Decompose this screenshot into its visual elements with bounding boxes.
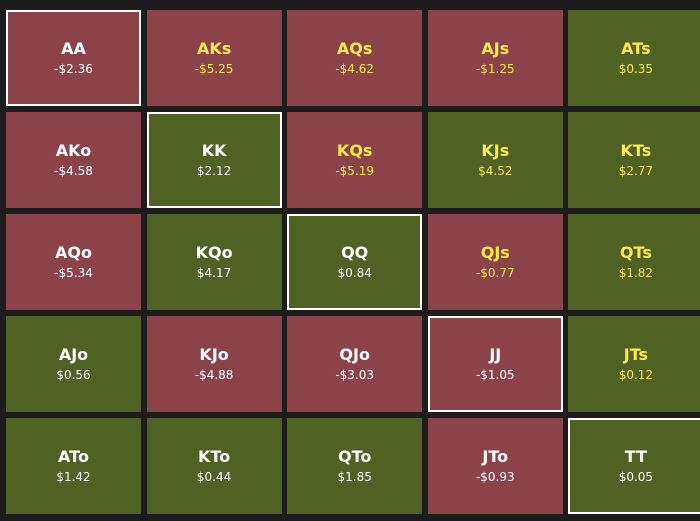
hand-label: KTs [620, 141, 652, 160]
hand-cell[interactable]: KTs $2.77 [568, 112, 700, 208]
hand-cell[interactable]: KTo $0.44 [146, 418, 282, 514]
hand-label: TT [624, 447, 647, 466]
hand-value: -$0.93 [475, 470, 515, 484]
hand-value: -$0.77 [475, 266, 515, 280]
hand-label: QTs [619, 243, 652, 262]
hand-label: KQo [195, 243, 233, 262]
hand-label: AJs [481, 39, 510, 58]
hand-label: JTo [482, 447, 509, 466]
hand-label: JTs [623, 345, 649, 364]
hand-value: $4.52 [478, 164, 513, 178]
hand-value: -$3.03 [335, 368, 375, 382]
hand-cell[interactable]: JTs $0.12 [568, 316, 700, 412]
hand-cell[interactable]: AQo -$5.34 [6, 214, 141, 310]
hand-value: $0.84 [337, 266, 372, 280]
hand-value: $0.44 [196, 470, 232, 484]
hand-value: -$4.58 [54, 164, 93, 178]
hand-label: AQs [336, 39, 373, 58]
hand-cell[interactable]: AQs -$4.62 [287, 10, 423, 106]
hand-label: AKs [196, 39, 232, 58]
hand-label: AQo [55, 243, 92, 262]
hand-label: AKo [55, 141, 92, 160]
hand-cell[interactable]: KJo -$4.88 [146, 316, 282, 412]
hand-cell[interactable]: ATs $0.35 [568, 10, 700, 106]
hand-value: $4.17 [196, 266, 232, 280]
hand-cell[interactable]: AKs -$5.25 [146, 10, 282, 106]
hand-cell[interactable]: QJs -$0.77 [427, 214, 563, 310]
hand-cell[interactable]: QTs $1.82 [568, 214, 700, 310]
hand-value: -$4.62 [335, 62, 375, 76]
hand-label: KK [201, 141, 227, 160]
hand-value: -$1.25 [475, 62, 515, 76]
hand-label: ATs [621, 39, 651, 58]
hand-cell[interactable]: QQ $0.84 [287, 214, 423, 310]
hand-value: -$5.34 [54, 266, 93, 280]
hand-value: $1.82 [618, 266, 654, 280]
hand-cell[interactable]: QJo -$3.03 [287, 316, 423, 412]
hand-cell[interactable]: TT $0.05 [568, 418, 700, 514]
hand-label: AA [61, 39, 86, 58]
hand-cell[interactable]: AJs -$1.25 [427, 10, 563, 106]
hand-label: KQs [336, 141, 373, 160]
hand-label: KTo [198, 447, 231, 466]
hand-label: QJs [480, 243, 510, 262]
hand-value: -$5.19 [335, 164, 375, 178]
hand-label: ATo [58, 447, 89, 466]
hand-cell[interactable]: KQs -$5.19 [287, 112, 423, 208]
hand-value: -$5.25 [194, 62, 234, 76]
hand-label: JJ [489, 345, 502, 364]
hand-value: $1.42 [56, 470, 91, 484]
hand-cell[interactable]: ATo $1.42 [6, 418, 141, 514]
hand-cell[interactable]: JTo -$0.93 [427, 418, 563, 514]
hand-value: -$4.88 [194, 368, 234, 382]
hand-value: $2.77 [618, 164, 654, 178]
hand-value: $0.12 [618, 368, 654, 382]
hand-cell[interactable]: JJ -$1.05 [427, 316, 563, 412]
hand-value: $2.12 [196, 164, 232, 178]
hand-label: QTo [337, 447, 372, 466]
hand-value: $1.85 [337, 470, 372, 484]
hand-cell[interactable]: AJo $0.56 [6, 316, 141, 412]
hand-value: -$1.05 [475, 368, 515, 382]
hand-label: KJo [199, 345, 229, 364]
hand-cell[interactable]: AA -$2.36 [6, 10, 141, 106]
hand-value: $0.35 [618, 62, 654, 76]
hand-label: KJs [481, 141, 510, 160]
hand-value: $0.05 [618, 470, 654, 484]
hand-cell[interactable]: KK $2.12 [146, 112, 282, 208]
hand-label: QQ [341, 243, 369, 262]
hand-value: -$2.36 [54, 62, 93, 76]
hand-cell[interactable]: QTo $1.85 [287, 418, 423, 514]
hand-label: QJo [339, 345, 370, 364]
hand-value: $0.56 [56, 368, 91, 382]
hand-cell[interactable]: AKo -$4.58 [6, 112, 141, 208]
hand-label: AJo [58, 345, 89, 364]
hand-cell[interactable]: KQo $4.17 [146, 214, 282, 310]
hand-cell[interactable]: KJs $4.52 [427, 112, 563, 208]
